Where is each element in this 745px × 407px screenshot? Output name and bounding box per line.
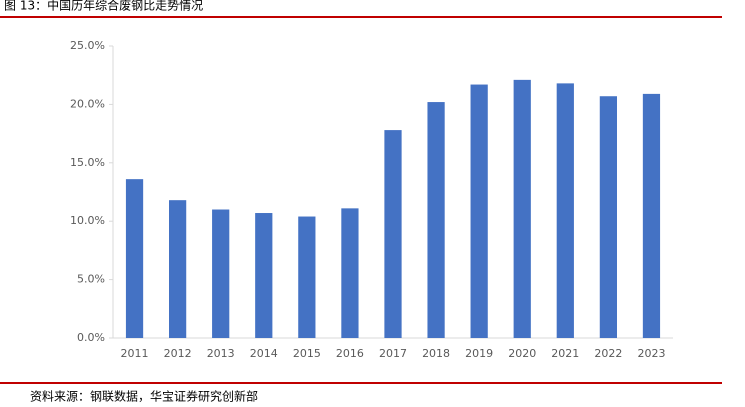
bar bbox=[599, 96, 617, 338]
x-tick-label: 2014 bbox=[250, 347, 278, 360]
x-tick-label: 2013 bbox=[207, 347, 235, 360]
y-tick-label: 20.0% bbox=[70, 97, 105, 110]
y-tick-label: 25.0% bbox=[70, 39, 105, 52]
x-tick-label: 2016 bbox=[336, 347, 364, 360]
chart-title: 图 13：中国历年综合废钢比走势情况 bbox=[4, 0, 203, 13]
x-tick-label: 2015 bbox=[293, 347, 321, 360]
bar bbox=[212, 209, 230, 338]
source-note: 资料来源：钢联数据，华宝证券研究创新部 bbox=[30, 389, 258, 404]
y-tick-label: 10.0% bbox=[70, 214, 105, 227]
x-tick-label: 2018 bbox=[422, 347, 450, 360]
bar bbox=[642, 93, 661, 338]
bar bbox=[556, 83, 574, 338]
bar bbox=[255, 213, 273, 338]
y-tick-label: 15.0% bbox=[70, 156, 105, 169]
bar bbox=[169, 200, 187, 338]
x-tick-label: 2022 bbox=[594, 347, 622, 360]
y-tick-label: 5.0% bbox=[77, 273, 105, 286]
x-tick-label: 2019 bbox=[465, 347, 493, 360]
bar bbox=[341, 208, 359, 338]
x-tick-label: 2012 bbox=[164, 347, 192, 360]
x-tick-label: 2011 bbox=[121, 347, 149, 360]
x-tick-label: 2023 bbox=[637, 347, 665, 360]
bar bbox=[384, 130, 402, 338]
bar bbox=[470, 84, 488, 338]
bar bbox=[298, 216, 316, 338]
x-tick-label: 2017 bbox=[379, 347, 407, 360]
bar bbox=[125, 179, 144, 338]
y-tick-label: 0.0% bbox=[77, 331, 105, 344]
bar bbox=[513, 79, 531, 338]
x-tick-label: 2020 bbox=[508, 347, 536, 360]
x-tick-label: 2021 bbox=[551, 347, 579, 360]
bar bbox=[427, 102, 445, 339]
